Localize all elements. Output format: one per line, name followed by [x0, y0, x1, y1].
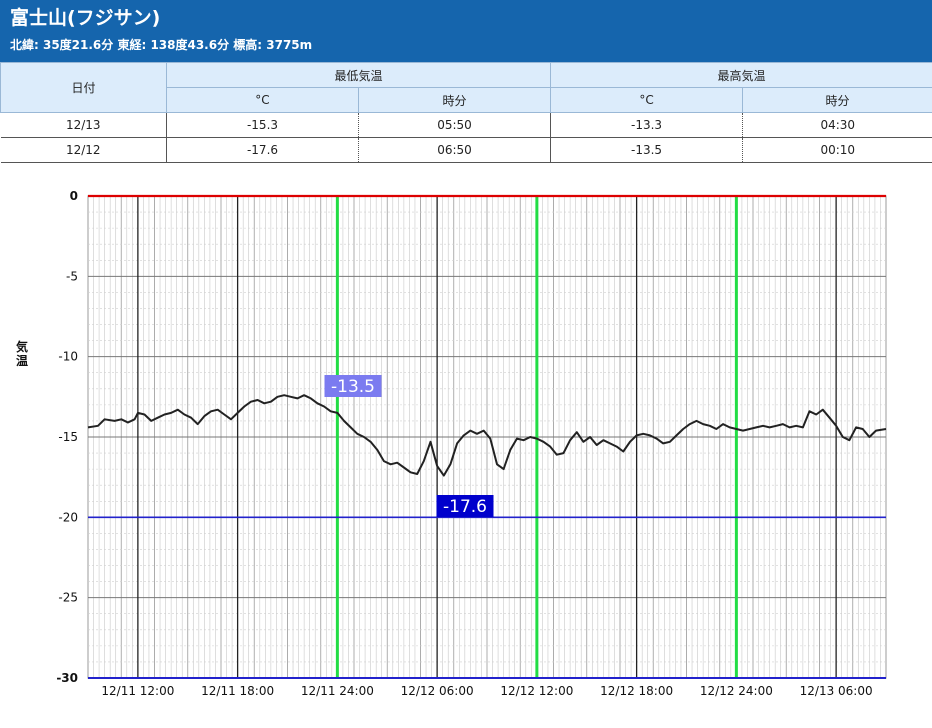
row-min: -15.3 [167, 113, 359, 138]
header-max-temp: 最高気温 [551, 63, 932, 88]
header-min-time: 時分 [359, 88, 551, 113]
station-header: 富士山(フジサン) 北緯: 35度21.6分 東経: 138度43.6分 標高:… [0, 0, 932, 62]
header-date: 日付 [1, 63, 167, 113]
row-date: 12/13 [1, 113, 167, 138]
table-row: 12/13 -15.3 05:50 -13.3 04:30 [1, 113, 932, 138]
temperature-chart: 0 -5 -10 -15 -20 -25 -30 12/11 12:00 12/11 18:00… [0, 168, 932, 724]
y-tick-label: -15 [58, 430, 78, 444]
row-max: -13.5 [551, 138, 743, 163]
row-min-time: 06:50 [359, 138, 551, 163]
y-tick-label: -25 [58, 591, 78, 605]
header-min-unit: °C [167, 88, 359, 113]
x-tick-label: 12/11 18:00 [201, 684, 274, 698]
x-tick-label: 12/12 24:00 [700, 684, 773, 698]
chart-svg: 0 -5 -10 -15 -20 -25 -30 12/11 12:00 12/11 18:00… [0, 168, 932, 724]
row-max-time: 00:10 [743, 138, 932, 163]
max-temp-label: -13.5 [331, 377, 375, 397]
x-tick-label: 12/12 12:00 [500, 684, 573, 698]
station-title: 富士山(フジサン) [10, 6, 922, 30]
temperature-summary-table: 日付 最低気温 最高気温 °C 時分 °C 時分 12/13 -15.3 05:… [0, 62, 932, 163]
x-tick-label: 12/11 24:00 [301, 684, 374, 698]
header-max-time: 時分 [743, 88, 932, 113]
y-axis-label: 気温 [16, 339, 28, 368]
row-min: -17.6 [167, 138, 359, 163]
row-max-time: 04:30 [743, 113, 932, 138]
x-tick-label: 12/11 12:00 [101, 684, 174, 698]
y-tick-label: -30 [56, 671, 78, 685]
x-tick-label: 12/13 06:00 [800, 684, 873, 698]
x-tick-label: 12/12 06:00 [401, 684, 474, 698]
header-min-temp: 最低気温 [167, 63, 551, 88]
y-tick-label: -5 [66, 269, 78, 283]
x-tick-label: 12/12 18:00 [600, 684, 673, 698]
station-info: 北緯: 35度21.6分 東経: 138度43.6分 標高: 3775m [10, 36, 922, 53]
table-row: 12/12 -17.6 06:50 -13.5 00:10 [1, 138, 932, 163]
y-tick-label: -20 [58, 510, 78, 524]
y-tick-label: 0 [70, 189, 78, 203]
row-min-time: 05:50 [359, 113, 551, 138]
min-temp-label: -17.6 [443, 497, 487, 517]
row-max: -13.3 [551, 113, 743, 138]
row-date: 12/12 [1, 138, 167, 163]
header-max-unit: °C [551, 88, 743, 113]
y-tick-label: -10 [58, 350, 78, 364]
chart-grid [88, 196, 886, 678]
